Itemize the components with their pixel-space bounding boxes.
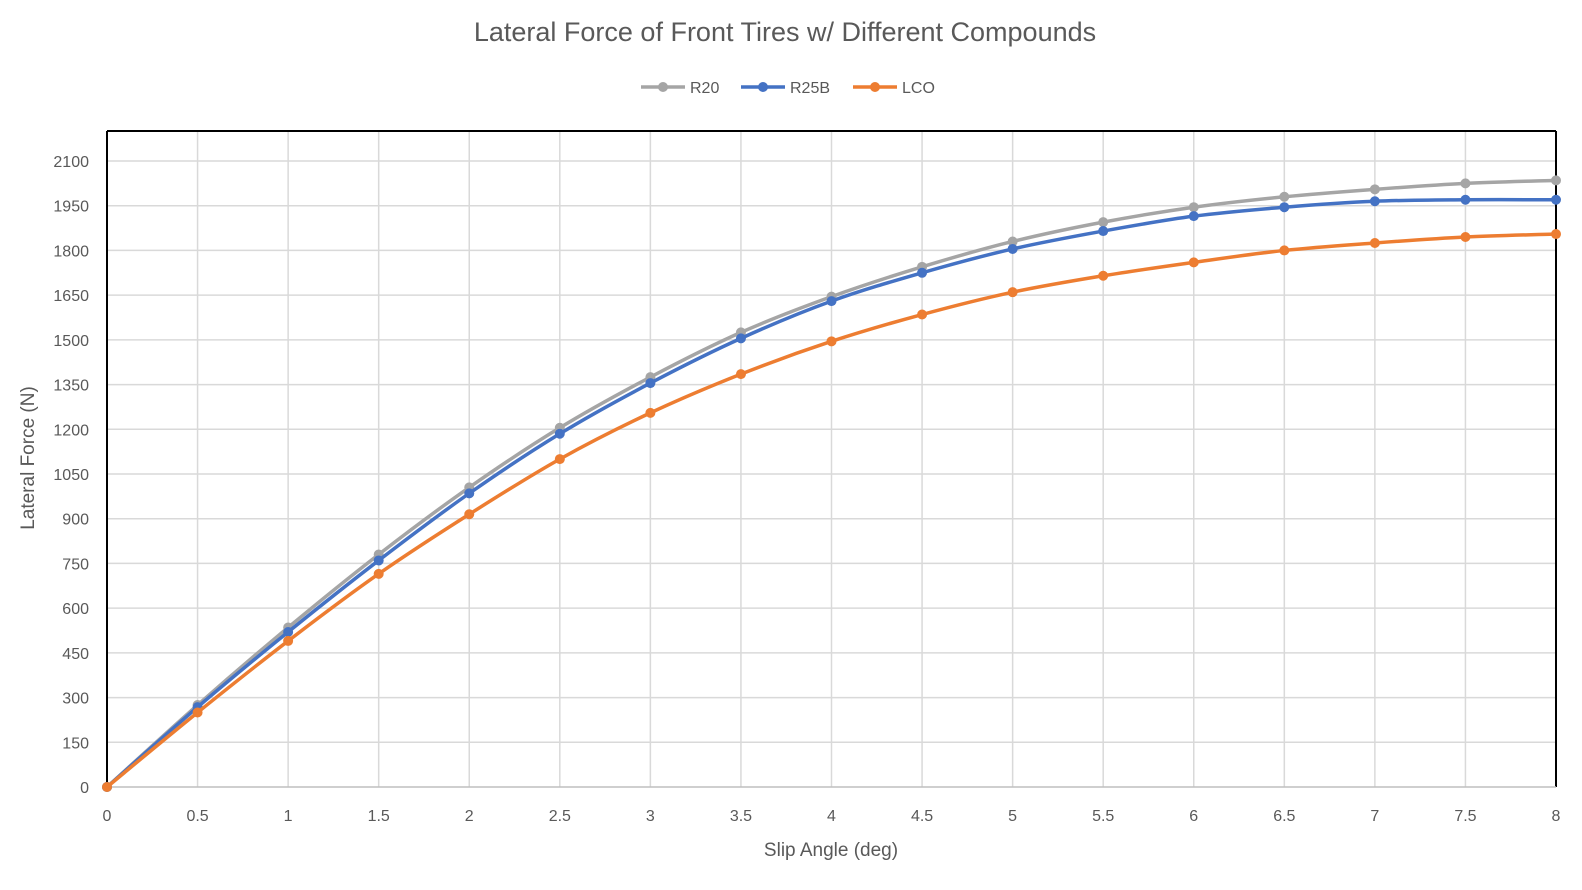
y-tick-label: 1650 (53, 288, 89, 305)
series-layer (102, 175, 1561, 792)
data-point (1098, 226, 1109, 237)
data-point (1007, 243, 1018, 254)
legend-label: LCO (902, 80, 935, 97)
series-line (105, 197, 1557, 789)
data-point (1098, 217, 1109, 228)
x-tick-label: 1.5 (368, 808, 390, 825)
y-tick-label: 300 (62, 691, 89, 708)
x-tick-label: 6.5 (1273, 808, 1295, 825)
x-axis-label: Slip Angle (deg) (764, 840, 898, 861)
y-tick-label: 900 (62, 512, 89, 529)
legend-item-r25b: R25B (741, 80, 830, 97)
y-tick-label: 1800 (53, 243, 89, 260)
data-point (1188, 202, 1199, 213)
data-point (645, 407, 656, 418)
y-tick-label: 150 (62, 735, 89, 752)
y-tick-label: 1200 (53, 422, 89, 439)
legend-marker (870, 82, 880, 92)
data-point (1007, 287, 1018, 298)
data-point (283, 626, 294, 637)
data-point (735, 369, 746, 380)
x-tick-label: 7.5 (1454, 808, 1476, 825)
data-point (554, 454, 565, 465)
data-point (464, 488, 475, 499)
data-point (826, 296, 837, 307)
legend-item-lco: LCO (853, 80, 935, 97)
data-point (1007, 236, 1018, 247)
data-point (826, 336, 837, 347)
data-point (1188, 211, 1199, 222)
data-point (1551, 194, 1561, 205)
y-tick-label: 450 (62, 646, 89, 663)
legend-item-r20: R20 (641, 80, 719, 97)
data-point (1460, 232, 1471, 243)
legend-marker (758, 82, 768, 92)
legend-label: R25B (790, 80, 830, 97)
data-point (1098, 270, 1109, 281)
y-tick-label: 1950 (53, 199, 89, 216)
data-point (283, 635, 294, 646)
data-point (373, 555, 384, 566)
data-point (464, 509, 475, 520)
data-point (192, 707, 203, 718)
data-point (1369, 196, 1380, 207)
tick-labels: 0 0.5 1 1.5 2 2.5 3 3.5 4 4.5 5 5.5 6 6.5 7 7.5 8 0 150 300… (53, 154, 1560, 825)
x-tick-label: 4 (827, 808, 836, 825)
data-point (1460, 178, 1471, 189)
y-tick-label: 1050 (53, 467, 89, 484)
data-point (1188, 257, 1199, 268)
y-tick-label: 750 (62, 556, 89, 573)
y-tick-label: 1500 (53, 333, 89, 350)
x-tick-label: 5 (1008, 808, 1017, 825)
x-tick-label: 7 (1370, 808, 1379, 825)
x-tick-label: 3 (646, 808, 655, 825)
data-point (1551, 175, 1561, 186)
data-point (1279, 202, 1290, 213)
data-point (917, 309, 928, 320)
series-line (105, 232, 1557, 789)
x-tick-label: 8 (1552, 808, 1561, 825)
y-tick-label: 2100 (53, 154, 89, 171)
data-point (917, 267, 928, 278)
data-point (1369, 184, 1380, 195)
data-point (554, 428, 565, 439)
legend: R20 R25B LCO (641, 80, 935, 97)
x-tick-label: 5.5 (1092, 808, 1114, 825)
x-tick-label: 1 (284, 808, 293, 825)
y-tick-label: 1350 (53, 378, 89, 395)
data-point (1279, 191, 1290, 202)
chart-title: Lateral Force of Front Tires w/ Differen… (474, 17, 1096, 47)
data-point (373, 568, 384, 579)
data-point (1279, 245, 1290, 256)
data-point (1460, 194, 1471, 205)
legend-marker (658, 82, 668, 92)
legend-label: R20 (690, 80, 719, 97)
data-point (645, 378, 656, 389)
data-point (102, 782, 112, 792)
x-tick-label: 0.5 (186, 808, 208, 825)
series-line (105, 178, 1557, 789)
y-axis-label: Lateral Force (N) (18, 386, 39, 530)
series-r25b (102, 194, 1561, 792)
series-lco (102, 229, 1561, 792)
gridlines (106, 130, 1557, 788)
x-tick-label: 6 (1189, 808, 1198, 825)
x-tick-label: 2 (465, 808, 474, 825)
y-tick-label: 600 (62, 601, 89, 618)
x-tick-label: 4.5 (911, 808, 933, 825)
x-tick-label: 3.5 (730, 808, 752, 825)
data-point (1551, 229, 1561, 240)
y-tick-label: 0 (80, 780, 89, 797)
x-tick-label: 0 (103, 808, 112, 825)
data-point (735, 333, 746, 344)
x-tick-label: 2.5 (549, 808, 571, 825)
data-point (1369, 237, 1380, 248)
